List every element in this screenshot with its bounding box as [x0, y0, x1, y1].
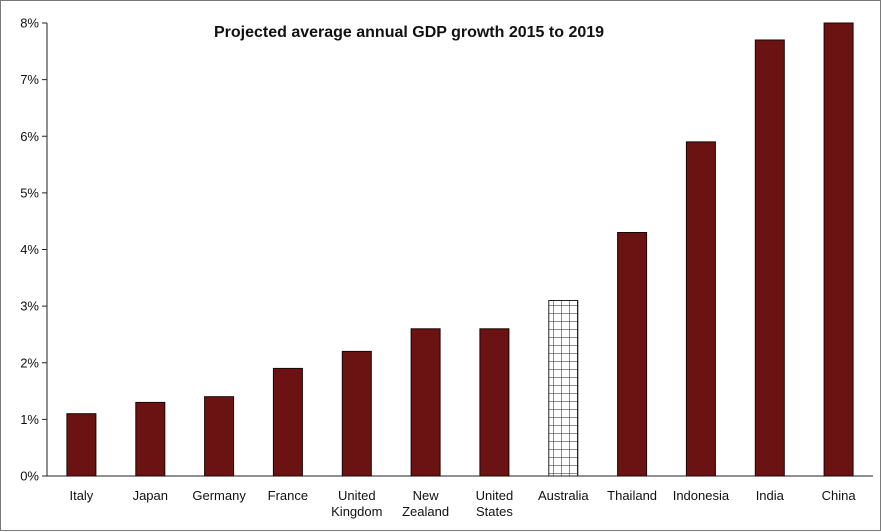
bar-italy	[66, 413, 97, 477]
bar-thailand	[617, 232, 648, 477]
bar-china	[823, 22, 854, 477]
bar-group	[66, 22, 854, 477]
bar-new-zealand	[410, 328, 441, 477]
y-tick-label: 1%	[20, 412, 39, 427]
category-label: Italy	[69, 488, 93, 503]
category-label: Australia	[538, 488, 589, 503]
category-label: China	[822, 488, 857, 503]
y-tick-label: 6%	[20, 129, 39, 144]
category-label-group: Italy Japan Germany France United Kingdom New Z…	[69, 488, 856, 519]
bar-australia	[548, 300, 579, 477]
y-tick-label: 7%	[20, 72, 39, 87]
y-tick-label: 5%	[20, 185, 39, 200]
bar-japan	[135, 401, 166, 477]
bar-germany	[204, 396, 235, 477]
category-label: United Kingdom	[331, 488, 382, 519]
bar-united-kingdom	[341, 350, 372, 477]
category-label: Thailand	[607, 488, 657, 503]
bar-india	[754, 39, 785, 477]
category-label: New Zealand	[402, 488, 449, 519]
category-label: United States	[476, 488, 514, 519]
category-label: Germany	[192, 488, 246, 503]
bar-indonesia	[685, 141, 716, 477]
y-tick-label: 4%	[20, 242, 39, 257]
category-label: Indonesia	[673, 488, 730, 503]
y-tick-label: 3%	[20, 299, 39, 314]
y-tick-label: 0%	[20, 469, 39, 484]
bar-france	[272, 367, 303, 477]
category-label: Japan	[133, 488, 168, 503]
category-label: France	[268, 488, 308, 503]
y-tick-label: 2%	[20, 355, 39, 370]
bar-united-states	[479, 328, 510, 477]
category-label: India	[756, 488, 785, 503]
y-tick-group: 0% 1% 2% 3% 4% 5% 6% 7% 8%	[20, 16, 47, 484]
chart-title: Projected average annual GDP growth 2015…	[214, 24, 604, 41]
y-tick-label: 8%	[20, 16, 39, 31]
